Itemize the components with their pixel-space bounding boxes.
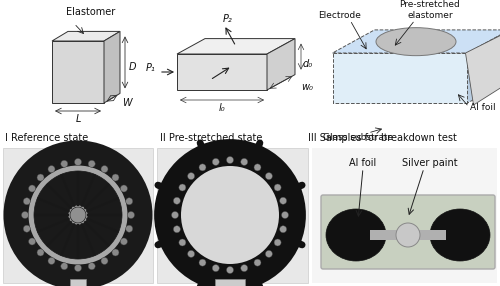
Polygon shape <box>468 30 500 103</box>
Circle shape <box>199 164 206 171</box>
Circle shape <box>280 197 286 204</box>
Text: Pre-stretched
elastomer: Pre-stretched elastomer <box>400 0 460 20</box>
Circle shape <box>274 184 281 191</box>
Text: P₁: P₁ <box>145 63 155 73</box>
Circle shape <box>226 267 234 273</box>
Circle shape <box>266 173 272 180</box>
Circle shape <box>101 257 108 264</box>
Circle shape <box>168 153 292 277</box>
Circle shape <box>34 171 122 259</box>
Circle shape <box>188 250 194 257</box>
Circle shape <box>61 160 68 167</box>
Circle shape <box>28 238 35 245</box>
Text: II Pre-stretched state: II Pre-stretched state <box>160 133 262 143</box>
Circle shape <box>74 158 82 166</box>
Text: D: D <box>128 62 136 72</box>
Circle shape <box>280 226 286 233</box>
Circle shape <box>174 197 180 204</box>
Polygon shape <box>104 31 120 103</box>
Circle shape <box>28 185 35 192</box>
Circle shape <box>126 198 132 205</box>
Circle shape <box>112 174 119 181</box>
Circle shape <box>199 259 206 266</box>
Polygon shape <box>177 39 295 54</box>
Polygon shape <box>215 279 245 286</box>
Text: d₀: d₀ <box>303 59 313 69</box>
Polygon shape <box>52 41 104 103</box>
Circle shape <box>22 212 29 219</box>
Text: Glass substrate: Glass substrate <box>323 134 393 142</box>
Polygon shape <box>157 148 308 283</box>
Text: W: W <box>122 98 132 108</box>
Circle shape <box>70 207 86 223</box>
Text: w₀: w₀ <box>301 82 313 92</box>
Polygon shape <box>332 30 500 53</box>
Text: P₂: P₂ <box>223 14 233 24</box>
Ellipse shape <box>326 209 386 261</box>
Circle shape <box>240 265 248 272</box>
Text: III Samples for breakdown test: III Samples for breakdown test <box>308 133 457 143</box>
Circle shape <box>266 250 272 257</box>
Polygon shape <box>312 148 497 283</box>
Circle shape <box>212 158 220 165</box>
Circle shape <box>179 239 186 246</box>
Text: Al foil: Al foil <box>470 104 496 112</box>
Circle shape <box>240 158 248 165</box>
Circle shape <box>128 212 134 219</box>
Polygon shape <box>466 30 500 105</box>
FancyBboxPatch shape <box>321 195 495 269</box>
Circle shape <box>61 263 68 270</box>
Circle shape <box>179 184 186 191</box>
Polygon shape <box>177 54 267 90</box>
Circle shape <box>88 263 95 270</box>
Circle shape <box>120 238 128 245</box>
Circle shape <box>24 198 30 205</box>
Circle shape <box>48 166 55 172</box>
Circle shape <box>254 259 261 266</box>
Circle shape <box>16 153 140 277</box>
Circle shape <box>37 174 44 181</box>
Circle shape <box>188 173 194 180</box>
Text: Electrode: Electrode <box>318 11 362 19</box>
Circle shape <box>174 226 180 233</box>
Polygon shape <box>332 53 468 103</box>
Circle shape <box>282 212 288 219</box>
Circle shape <box>24 225 30 232</box>
Circle shape <box>181 166 279 264</box>
Circle shape <box>226 156 234 164</box>
Circle shape <box>396 223 420 247</box>
Text: Elastomer: Elastomer <box>66 7 115 17</box>
Circle shape <box>101 166 108 172</box>
Polygon shape <box>52 31 120 41</box>
Circle shape <box>172 212 178 219</box>
Text: Al foil: Al foil <box>350 158 376 168</box>
Text: Silver paint: Silver paint <box>402 158 458 168</box>
Polygon shape <box>267 39 295 90</box>
Circle shape <box>37 249 44 256</box>
Polygon shape <box>70 279 86 286</box>
Circle shape <box>48 257 55 264</box>
Text: l₀: l₀ <box>218 103 226 113</box>
Ellipse shape <box>430 209 490 261</box>
Circle shape <box>88 160 95 167</box>
Circle shape <box>74 265 82 271</box>
Ellipse shape <box>376 28 456 56</box>
Circle shape <box>212 265 220 272</box>
Polygon shape <box>3 148 153 283</box>
Text: I Reference state: I Reference state <box>5 133 88 143</box>
Circle shape <box>254 164 261 171</box>
Circle shape <box>126 225 132 232</box>
Circle shape <box>68 205 88 225</box>
Text: L: L <box>76 114 80 124</box>
Circle shape <box>274 239 281 246</box>
Circle shape <box>112 249 119 256</box>
Polygon shape <box>370 230 446 240</box>
Circle shape <box>120 185 128 192</box>
